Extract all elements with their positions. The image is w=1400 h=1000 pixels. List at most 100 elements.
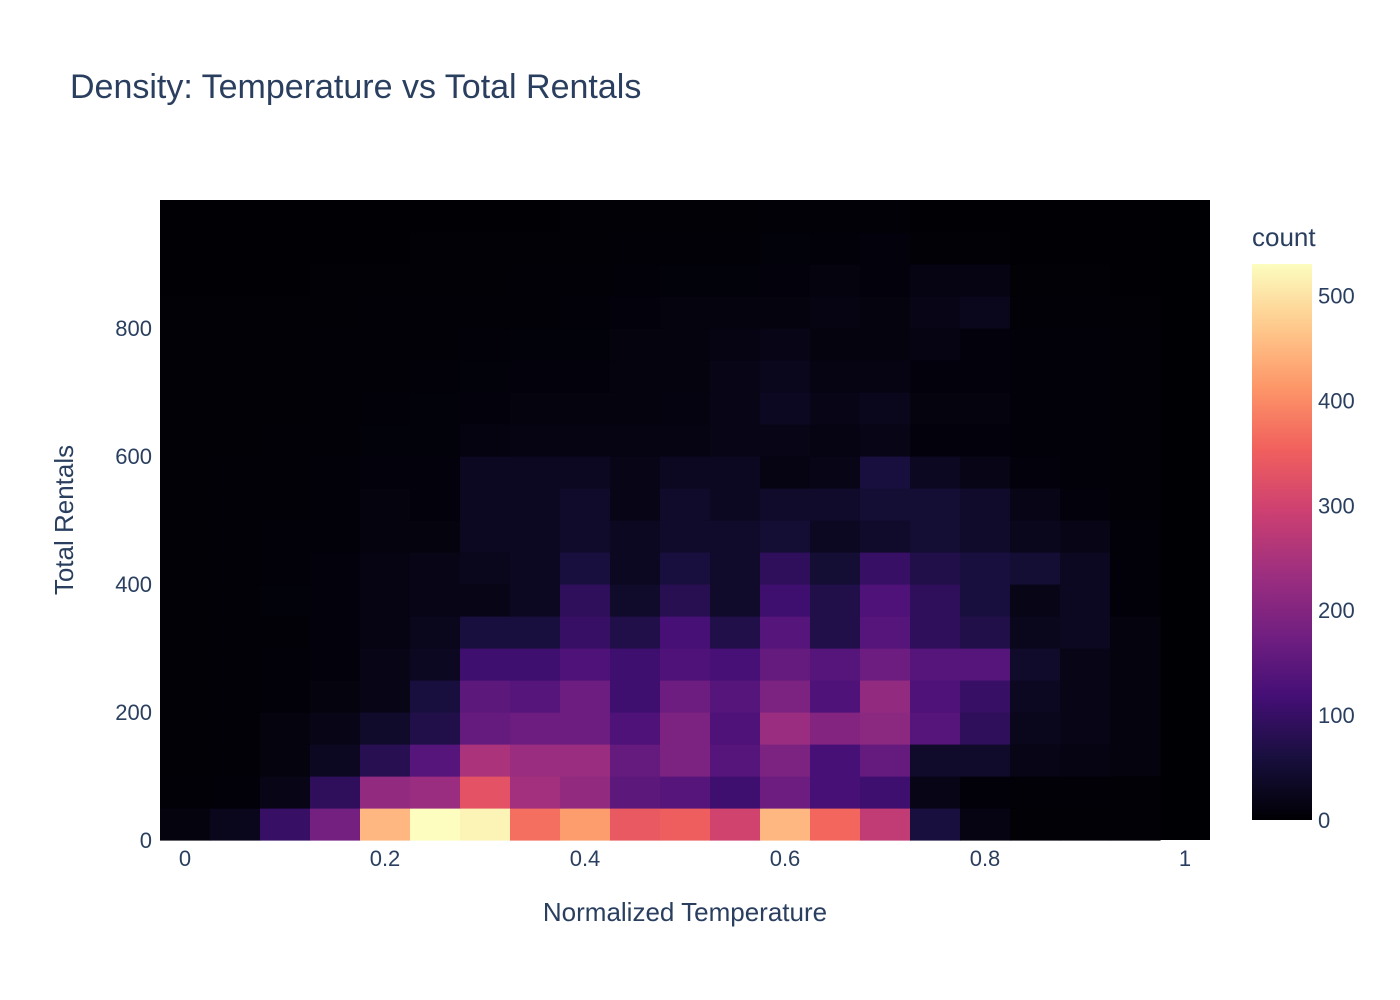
heatmap-cell (310, 488, 361, 521)
heatmap-cell (560, 616, 611, 649)
heatmap-cell (610, 680, 661, 713)
heatmap-cell (510, 744, 561, 777)
heatmap-cell (560, 360, 611, 393)
heatmap-cell (910, 808, 961, 841)
colorbar-ticks: 0 100 200 300 400 500 (1318, 283, 1355, 833)
heatmap-cell (260, 808, 311, 841)
heatmap-cell (760, 328, 811, 361)
heatmap-cell (310, 616, 361, 649)
heatmap-cell (1060, 360, 1111, 393)
heatmap-cell (610, 392, 661, 425)
heatmap-cell (1060, 552, 1111, 585)
heatmap-cell (660, 648, 711, 681)
heatmap-cell (660, 296, 711, 329)
heatmap-cell (1060, 328, 1111, 361)
heatmap-cell (460, 392, 511, 425)
heatmap-cell (760, 648, 811, 681)
heatmap-cell (860, 776, 911, 809)
heatmap-cell (610, 616, 661, 649)
heatmap-cell (510, 616, 561, 649)
heatmap-cell (660, 328, 711, 361)
heatmap-cell (910, 328, 961, 361)
heatmap-cell (410, 456, 461, 489)
heatmap-cell (160, 360, 211, 393)
heatmap-cell (510, 648, 561, 681)
y-axis-title: Total Rentals (49, 445, 79, 595)
heatmap-cell (660, 744, 711, 777)
heatmap-cell (410, 328, 461, 361)
heatmap-cell (760, 744, 811, 777)
heatmap-cell (510, 808, 561, 841)
heatmap-cell (860, 232, 911, 265)
heatmap-cell (960, 296, 1011, 329)
heatmap-cell (460, 552, 511, 585)
heatmap-cell (610, 296, 661, 329)
heatmap-cell (510, 584, 561, 617)
x-tick-label: 0.8 (970, 846, 1001, 871)
heatmap-cell (810, 680, 861, 713)
heatmap-cell (1060, 488, 1111, 521)
heatmap-cell (910, 776, 961, 809)
heatmap-cell (760, 296, 811, 329)
heatmap-cell (160, 616, 211, 649)
heatmap-cell (1060, 712, 1111, 745)
heatmap-cell (560, 232, 611, 265)
heatmap-cell (260, 392, 311, 425)
heatmap-cell (810, 296, 861, 329)
heatmap-cell (910, 360, 961, 393)
heatmap-cell (1110, 584, 1161, 617)
heatmap-cell (210, 232, 261, 265)
heatmap-cell (660, 808, 711, 841)
heatmap-cell (460, 744, 511, 777)
heatmap-cell (810, 456, 861, 489)
heatmap-cell (810, 424, 861, 457)
heatmap-cell (460, 808, 511, 841)
heatmap-cell (710, 232, 761, 265)
heatmap-cell (860, 808, 911, 841)
heatmap-cell (1010, 744, 1061, 777)
heatmap-cell (510, 232, 561, 265)
heatmap-cell (810, 584, 861, 617)
heatmap-cell (460, 296, 511, 329)
heatmap-cell (310, 776, 361, 809)
heatmap-cell (210, 488, 261, 521)
heatmap-cell (560, 456, 611, 489)
heatmap-cell (160, 808, 211, 841)
heatmap-cell (810, 776, 861, 809)
heatmap-cell (310, 360, 361, 393)
heatmap-cell (210, 392, 261, 425)
heatmap-cell (360, 712, 411, 745)
heatmap-cell (610, 328, 661, 361)
heatmap-cell (860, 616, 911, 649)
heatmap-cell (510, 328, 561, 361)
heatmap-cell (510, 520, 561, 553)
heatmap-cell (510, 200, 561, 233)
heatmap-cell (460, 264, 511, 297)
heatmap-cell (1060, 520, 1111, 553)
heatmap-cell (410, 680, 461, 713)
heatmap-cell (360, 616, 411, 649)
heatmap-cell (610, 456, 661, 489)
heatmap-cell (260, 424, 311, 457)
heatmap-cell (310, 392, 361, 425)
heatmap-cell (160, 264, 211, 297)
heatmap-cell (210, 296, 261, 329)
heatmap-cell (360, 552, 411, 585)
heatmap-cell (310, 808, 361, 841)
heatmap-cell (260, 776, 311, 809)
heatmap-cell (810, 264, 861, 297)
heatmap-cell (310, 712, 361, 745)
heatmap-cell (560, 808, 611, 841)
heatmap-cell (960, 360, 1011, 393)
heatmap-cell (710, 264, 761, 297)
heatmap-cell (860, 456, 911, 489)
heatmap-cell (160, 648, 211, 681)
heatmap-cell (310, 232, 361, 265)
heatmap-cell (1060, 648, 1111, 681)
heatmap-cell (160, 488, 211, 521)
heatmap-cell (1060, 776, 1111, 809)
heatmap-cell (660, 520, 711, 553)
heatmap-cell (510, 456, 561, 489)
heatmap-cell (360, 456, 411, 489)
heatmap-cell (760, 680, 811, 713)
